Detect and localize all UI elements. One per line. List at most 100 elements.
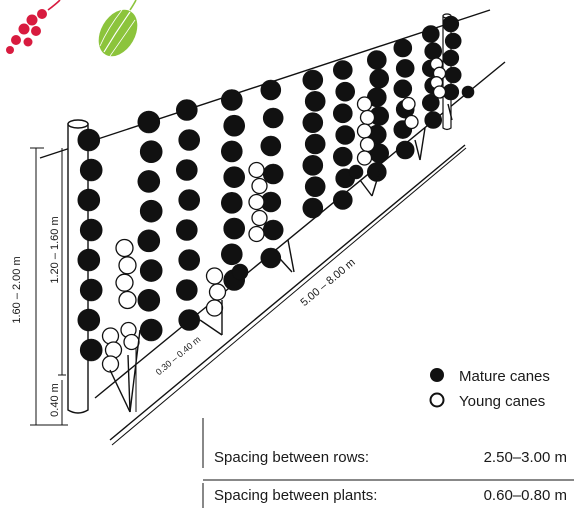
- young-cane-dot: [208, 283, 227, 301]
- mature-cane-dot: [176, 279, 198, 301]
- cane-stem: [271, 249, 293, 273]
- mature-cane-dot: [395, 59, 415, 78]
- mature-cane-dot: [223, 217, 245, 240]
- cane-stem: [127, 354, 131, 413]
- mature-cane-dot: [137, 288, 161, 312]
- mature-cane-dot: [332, 190, 353, 210]
- mature-cane-dot: [332, 146, 353, 167]
- mature-cane-dot: [231, 263, 249, 281]
- mature-cane-dot: [139, 318, 163, 342]
- mature-cane-dot: [332, 60, 353, 80]
- cane-stem: [371, 169, 381, 197]
- young-cane-dot: [359, 136, 376, 153]
- mature-cane-dot: [221, 89, 243, 111]
- young-cane-dot: [404, 114, 419, 130]
- young-cane-dot: [123, 333, 140, 351]
- mature-cane-dot: [221, 140, 243, 163]
- mature-cane-dot: [77, 188, 101, 212]
- mature-cane-dot: [77, 308, 101, 332]
- legend: Mature canes Young canes: [429, 368, 550, 410]
- mature-cane-dot: [176, 159, 198, 181]
- young-cane-dot: [118, 256, 137, 275]
- mature-cane-dot: [137, 170, 161, 193]
- mature-cane-dot: [302, 112, 324, 133]
- mature-cane-dot: [335, 125, 356, 145]
- young-cane-dot: [251, 177, 268, 195]
- young-cane-dot: [248, 225, 265, 243]
- bottom-offset-label: 0.30 – 0.40 m: [154, 334, 203, 377]
- mature-cane-dot: [178, 189, 200, 211]
- mature-cane-dot: [421, 94, 440, 112]
- young-cane-dot: [251, 209, 268, 227]
- spacing-table: Spacing between rows: 2.50–3.00 m Spacin…: [214, 449, 567, 504]
- young-cane-dot: [115, 238, 134, 258]
- mature-cane-dot: [332, 103, 353, 124]
- plants-spacing-label: Spacing between plants:: [214, 487, 377, 504]
- mature-cane-dot: [424, 42, 443, 61]
- mature-cane-dot: [178, 129, 200, 151]
- young-cane-dot: [205, 267, 224, 285]
- mature-cane-dot: [442, 15, 460, 33]
- mature-cane-dot: [79, 218, 103, 242]
- mature-cane-dot: [137, 110, 161, 134]
- mature-cane-dot: [79, 338, 103, 362]
- cane-stem: [109, 369, 131, 413]
- ground-gap-label: 0.40 m: [49, 383, 61, 417]
- mature-cane-dot: [393, 38, 413, 58]
- mature-cane-dot: [424, 111, 443, 129]
- mature-cane-dot: [444, 66, 462, 84]
- mature-cane-dot: [262, 219, 284, 241]
- young-cane-dot: [359, 109, 376, 126]
- young-cane-dot: [101, 355, 120, 373]
- mature-cane-dot: [348, 164, 364, 180]
- dimension-lines: [30, 147, 574, 508]
- mature-cane-dot: [221, 243, 243, 266]
- mature-cane-dot: [461, 85, 475, 99]
- mature-cane-dot: [178, 309, 200, 331]
- mature-cane-dot: [393, 79, 413, 99]
- mature-cane-dot: [302, 69, 324, 91]
- young-cane-dot: [401, 96, 416, 112]
- mature-cane-dot: [77, 248, 101, 272]
- mature-cane-dot: [369, 68, 390, 89]
- mature-cane-dot: [262, 107, 284, 129]
- legend-young-label: Young canes: [459, 393, 545, 410]
- gooseberry-icon: [98, 0, 138, 57]
- mature-cane-dot: [176, 219, 198, 241]
- mature-cane-dot: [223, 166, 245, 188]
- young-cane-dot: [432, 85, 447, 99]
- mature-cane-dot: [304, 176, 326, 197]
- cane-stem: [359, 179, 373, 197]
- legend-mature-label: Mature canes: [459, 368, 550, 385]
- mature-cane-dot: [421, 25, 440, 43]
- young-cane-dot: [248, 193, 265, 211]
- cane-stem: [419, 127, 426, 161]
- cane-stem: [287, 239, 295, 273]
- mature-cane-dot: [223, 114, 245, 137]
- mature-cane-dot: [304, 91, 326, 112]
- young-cane-dot: [356, 96, 373, 112]
- young-cane-dot: [115, 273, 134, 292]
- mature-cane-dot: [262, 163, 284, 185]
- young-cane-dot: [356, 150, 373, 166]
- mature-cane-dot: [79, 158, 103, 182]
- mature-cane-dot: [260, 247, 282, 269]
- mature-cane-dot: [260, 135, 282, 157]
- legend-young-swatch: [429, 392, 445, 408]
- mature-cane-dot: [79, 278, 103, 302]
- cane-stem: [447, 103, 453, 121]
- canes-group: [77, 15, 475, 413]
- young-cane-dot: [205, 299, 224, 317]
- mature-cane-dot: [302, 197, 324, 219]
- young-cane-dot: [104, 341, 123, 359]
- young-cane-dot: [118, 290, 137, 310]
- mature-cane-dot: [260, 79, 282, 101]
- cane-stem: [199, 319, 223, 336]
- mature-cane-dot: [335, 81, 356, 102]
- total-height-label: 1.60 – 2.00 m: [11, 256, 23, 323]
- mature-cane-dot: [444, 32, 462, 50]
- mature-cane-dot: [304, 133, 326, 155]
- plants-spacing-value: 0.60–0.80 m: [484, 487, 567, 504]
- rows-spacing-label: Spacing between rows:: [214, 449, 369, 466]
